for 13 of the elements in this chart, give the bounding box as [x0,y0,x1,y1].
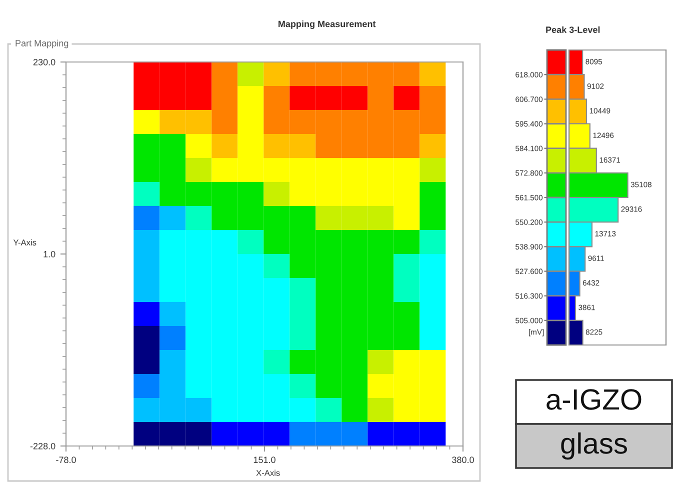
y-tick-label: -228.0 [30,442,56,450]
text: a-IGZO [546,389,642,410]
x-axis-title: X-Axis [256,470,280,476]
x-tick-label: 380.0 [452,456,474,464]
text: Part Mapping [16,40,68,48]
y-tick-label: 230.0 [33,58,56,66]
text: glass [561,432,627,460]
y-axis-title: Y-Axis [13,239,36,246]
y-tick-label: 1.0 [44,250,56,258]
chart-title: Peak 3-Level [546,26,600,33]
x-tick-label: -78.0 [56,456,76,464]
chart-title: Mapping Measurement [278,20,376,29]
x-tick-label: 151.0 [254,456,276,464]
